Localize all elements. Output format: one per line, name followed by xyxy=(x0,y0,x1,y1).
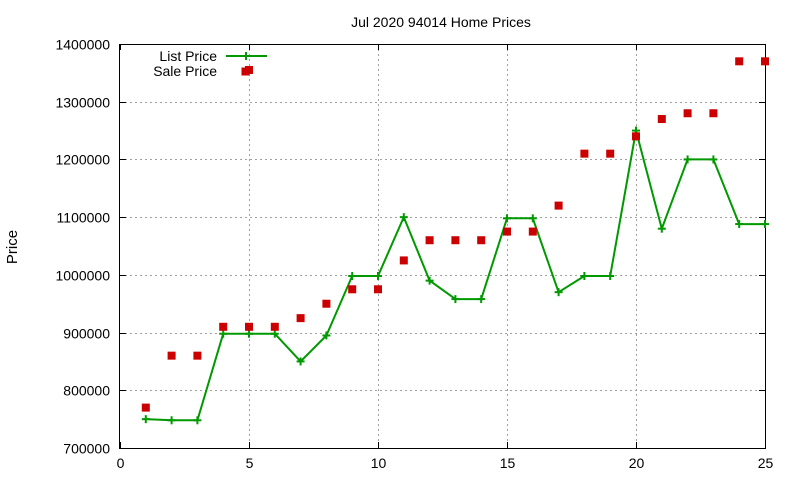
sale-price-point xyxy=(580,149,589,158)
axis-ticks: 700000 800000 900000 1000000 1100000 1200000 1… xyxy=(55,37,773,472)
sale-price-point xyxy=(503,227,511,236)
list-price-point xyxy=(193,416,202,425)
grid xyxy=(120,44,765,448)
sale-price-point xyxy=(683,109,692,118)
sale-price-point xyxy=(322,299,331,308)
list-price-point xyxy=(761,220,769,229)
list-price-point xyxy=(219,329,228,338)
y-tick-label: 900000 xyxy=(63,326,110,342)
legend-marker-sale-price xyxy=(241,67,250,76)
list-price-point xyxy=(296,357,305,366)
list-price-point xyxy=(580,272,589,281)
sale-price-point xyxy=(554,201,563,210)
sale-price-point xyxy=(709,109,718,118)
sale-price-point xyxy=(657,115,666,124)
legend-marker-list-price xyxy=(242,52,250,60)
legend: List Price Sale Price xyxy=(153,48,267,79)
y-tick-label: 800000 xyxy=(63,383,110,399)
sale-price-point xyxy=(219,322,228,331)
y-tick-label: 1000000 xyxy=(55,268,110,284)
list-price-point xyxy=(270,329,279,338)
list-price-point xyxy=(709,155,718,164)
sale-price-point xyxy=(632,132,640,141)
sale-price-point xyxy=(374,285,382,294)
legend-label-list-price: List Price xyxy=(159,48,217,64)
sale-price-point xyxy=(245,322,253,331)
list-price-point xyxy=(503,214,511,223)
x-tick-label: 10 xyxy=(371,455,387,471)
sale-price-point xyxy=(167,351,176,360)
plot-frame xyxy=(119,44,766,449)
list-price-point xyxy=(735,220,744,229)
sale-price-point xyxy=(141,403,150,412)
x-tick-label: 5 xyxy=(246,455,254,471)
legend-label-sale-price: Sale Price xyxy=(153,63,217,79)
sale-price-point xyxy=(477,236,486,245)
list-price-point xyxy=(167,416,176,425)
x-tick-label: 25 xyxy=(758,455,774,471)
list-price-point xyxy=(425,276,434,285)
sale-price-point xyxy=(735,57,744,66)
sale-price-point xyxy=(761,57,769,66)
x-tick-label: 15 xyxy=(500,455,516,471)
sale-price-point xyxy=(399,256,408,265)
list-price-point xyxy=(374,272,382,281)
list-price-point xyxy=(683,155,692,164)
y-tick-label: 1300000 xyxy=(55,95,110,111)
y-tick-label: 1100000 xyxy=(57,210,111,226)
list-price-point xyxy=(141,415,150,424)
chart-title: Jul 2020 94014 Home Prices xyxy=(351,14,531,30)
sale-price-point xyxy=(425,236,434,245)
sale-price-point xyxy=(270,322,279,331)
sale-price-point xyxy=(451,236,460,245)
x-tick-label: 20 xyxy=(629,455,645,471)
legend-plus-marker xyxy=(242,52,250,60)
sale-price-point xyxy=(296,314,305,323)
x-tick-label: 0 xyxy=(117,455,125,471)
list-price-point xyxy=(245,329,253,338)
list-price-point xyxy=(528,214,537,223)
sale-price-point xyxy=(193,351,202,360)
list-price-point xyxy=(322,331,331,340)
list-price-point xyxy=(657,224,666,233)
list-price-point xyxy=(606,272,615,281)
list-price-point xyxy=(348,272,357,281)
sale-price-point xyxy=(606,149,615,158)
y-tick-label: 1200000 xyxy=(55,152,110,168)
sale-price-point xyxy=(528,227,537,236)
list-price-point xyxy=(399,213,408,222)
y-tick-label: 700000 xyxy=(63,441,110,457)
y-axis-label: Price xyxy=(4,230,21,264)
y-tick-label: 1400000 xyxy=(55,37,110,53)
sale-price-point xyxy=(348,285,357,294)
list-price-point xyxy=(554,288,563,297)
list-price-point xyxy=(451,295,460,304)
series xyxy=(141,57,769,425)
list-price-point xyxy=(477,295,486,304)
